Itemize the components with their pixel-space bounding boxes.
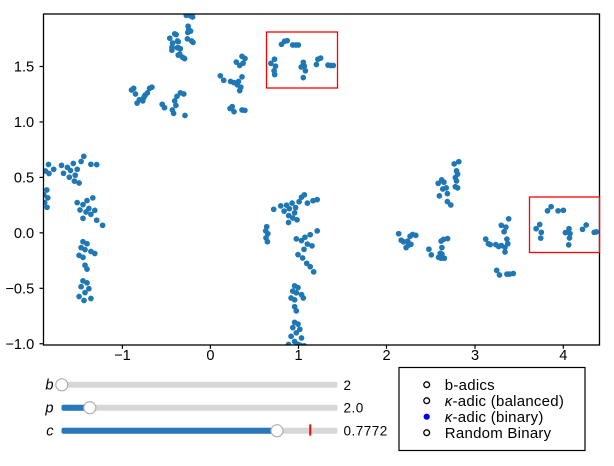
svg-text:−1: −1: [114, 348, 131, 364]
svg-text:1.0: 1.0: [14, 115, 34, 131]
svg-text:1: 1: [294, 348, 302, 364]
svg-text:−0.5: −0.5: [5, 282, 34, 298]
svg-text:Random Binary: Random Binary: [445, 425, 552, 442]
svg-text:0.7772: 0.7772: [344, 424, 388, 439]
svg-text:0: 0: [206, 348, 214, 364]
svg-text:0.0: 0.0: [14, 226, 34, 242]
svg-text:κ-adic (balanced): κ-adic (balanced): [445, 393, 564, 410]
svg-text:2: 2: [382, 348, 390, 364]
svg-text:0.5: 0.5: [14, 171, 34, 187]
svg-text:p: p: [44, 401, 53, 417]
svg-text:4: 4: [559, 348, 567, 364]
svg-text:−1.0: −1.0: [5, 337, 34, 353]
svg-text:2.0: 2.0: [344, 401, 364, 416]
svg-text:c: c: [46, 423, 54, 439]
svg-text:2: 2: [344, 378, 352, 393]
svg-text:b-adics: b-adics: [445, 377, 495, 394]
svg-text:κ-adic (binary): κ-adic (binary): [445, 409, 544, 426]
svg-text:1.5: 1.5: [14, 60, 34, 76]
svg-text:3: 3: [471, 348, 479, 364]
svg-text:b: b: [45, 378, 53, 394]
